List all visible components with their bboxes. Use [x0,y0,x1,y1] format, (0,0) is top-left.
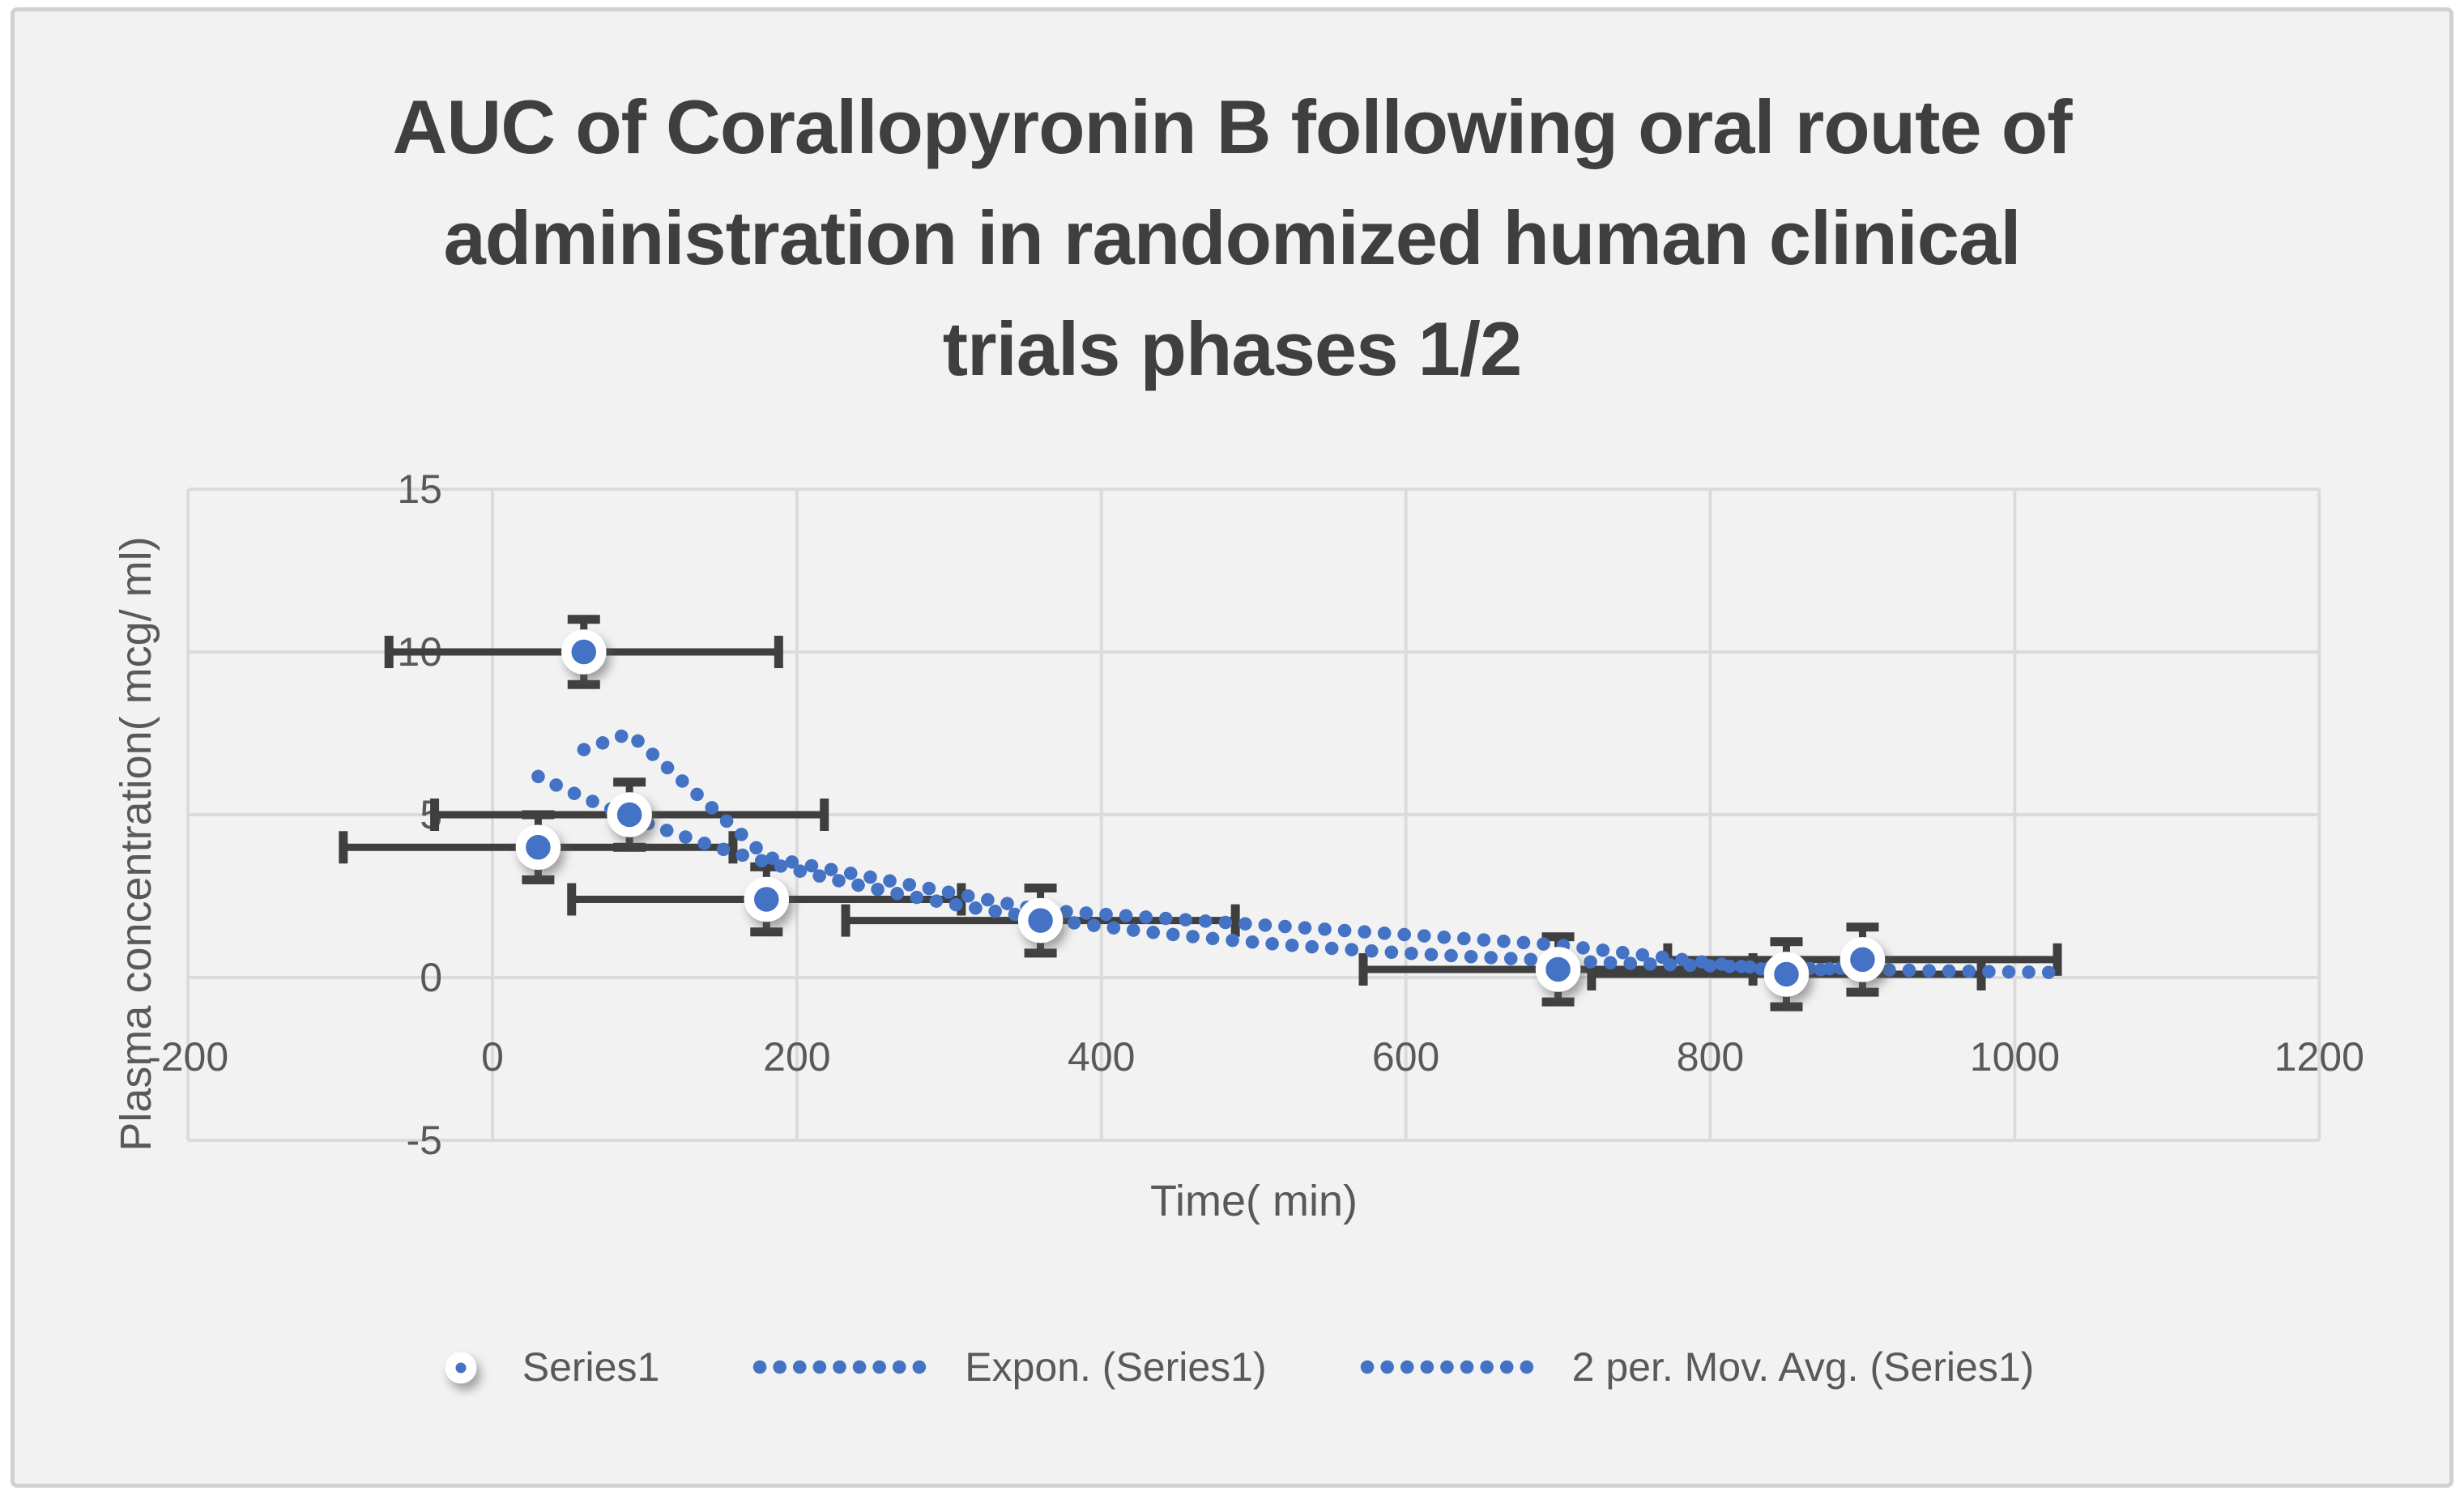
x-tick-label: 400 [1068,1034,1135,1080]
y-axis-title: Plasma concentration( mcg/ ml) [112,536,160,1152]
data-point-marker[interactable] [515,824,561,870]
y-tick-label: -5 [407,1118,442,1163]
data-point-marker[interactable] [744,876,790,922]
error-bars [339,615,2062,1012]
data-point-marker[interactable] [1763,952,1810,997]
chart-title-line-2: administration in randomized human clini… [443,195,2022,280]
data-point-marker[interactable] [1535,947,1581,992]
x-tick-label: 0 [481,1034,504,1080]
legend: Series1 Expon. (Series1) 2 per. Mov. Avg… [0,1327,2464,1408]
legend-item-series1[interactable]: Series1 [430,1336,660,1398]
chart-title: AUC of Corallopyronin B following oral r… [0,71,2464,404]
legend-label-movavg: 2 per. Mov. Avg. (Series1) [1571,1344,2035,1390]
movavg-dotted-line-icon [1360,1360,1541,1374]
x-tick-label: 200 [763,1034,830,1080]
legend-item-movavg[interactable]: 2 per. Mov. Avg. (Series1) [1360,1344,2035,1391]
trendlines [531,726,2068,980]
x-tick-label: 800 [1677,1034,1744,1080]
data-markers [515,629,1886,997]
x-axis-title: Time( min) [1150,1177,1358,1225]
x-tick-label: -200 [147,1034,228,1080]
legend-item-expon[interactable]: Expon. (Series1) [752,1344,1267,1391]
legend-label-expon: Expon. (Series1) [965,1344,1267,1390]
series1-dot-marker-icon [445,1352,477,1384]
x-tick-label: 600 [1372,1034,1439,1080]
expon-dotted-line-icon [753,1360,934,1374]
data-point-marker[interactable] [1017,897,1064,943]
data-point-marker[interactable] [561,629,607,675]
x-tick-label: 1000 [1970,1034,2060,1080]
chart-title-line-3: trials phases 1/2 [942,306,1523,391]
y-tick-label: 0 [420,955,442,1000]
chart-frame[interactable] [11,7,2453,1488]
x-tick-label: 1200 [2274,1034,2364,1080]
data-point-marker[interactable] [1839,937,1886,982]
chart-title-line-1: AUC of Corallopyronin B following oral r… [392,84,2072,169]
y-tick-label: 15 [397,466,442,512]
legend-label-series1: Series1 [522,1344,660,1390]
data-point-marker[interactable] [607,792,652,837]
